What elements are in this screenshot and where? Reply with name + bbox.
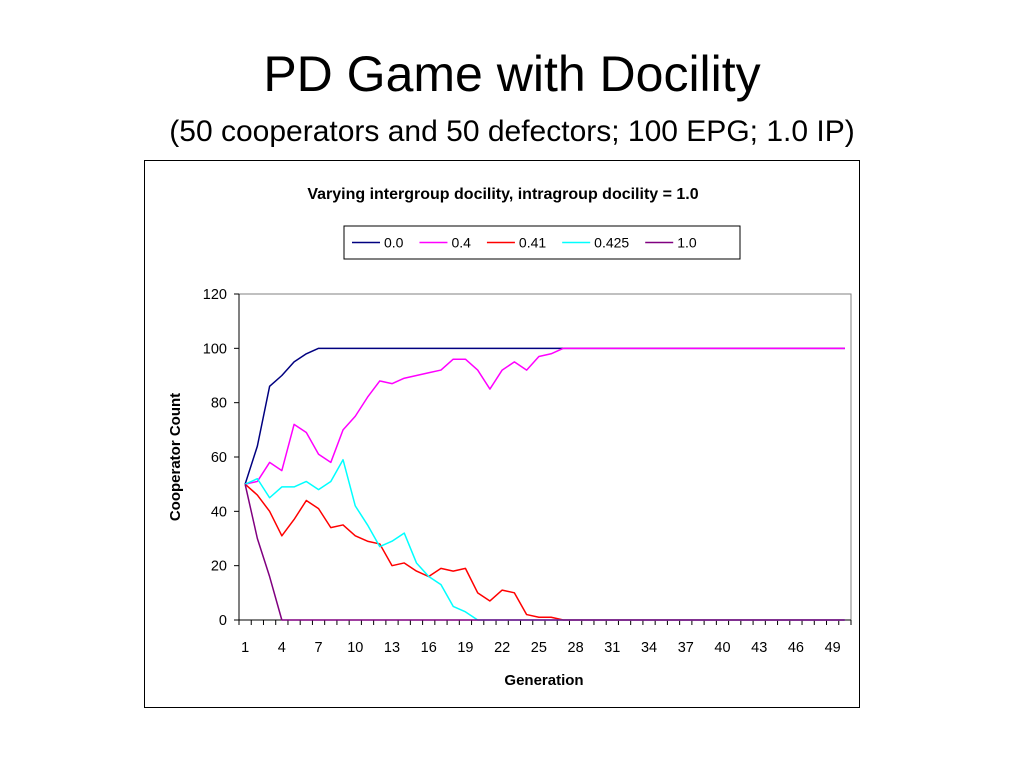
y-tick-label: 80 bbox=[211, 396, 227, 412]
x-tick-label: 13 bbox=[384, 640, 400, 656]
chart-legend: 0.0 0.4 0.41 0.425 1.0 bbox=[343, 225, 741, 260]
x-tick-label: 40 bbox=[714, 640, 730, 656]
y-tick-label: 20 bbox=[211, 559, 227, 575]
series-line-1-0 bbox=[244, 484, 845, 621]
line-chart: Varying intergroup docility, intragroup … bbox=[167, 186, 852, 689]
x-tick-label: 4 bbox=[278, 640, 286, 656]
series-layer bbox=[244, 347, 845, 621]
legend-entry: 1.0 bbox=[677, 235, 697, 251]
y-tick-label: 0 bbox=[219, 613, 227, 629]
y-tick-label: 100 bbox=[203, 341, 227, 357]
legend-entry: 0.425 bbox=[594, 235, 629, 251]
x-tick-label: 46 bbox=[788, 640, 804, 656]
legend-entry: 0.4 bbox=[451, 235, 471, 251]
chart-frame: Varying intergroup docility, intragroup … bbox=[144, 160, 860, 708]
y-tick-label: 40 bbox=[211, 504, 227, 520]
x-tick-label: 1 bbox=[241, 640, 249, 656]
y-axis-label: Cooperator Count bbox=[167, 393, 184, 521]
x-tick-label: 28 bbox=[568, 640, 584, 656]
x-tick-label: 19 bbox=[457, 640, 473, 656]
x-axis-label: Generation bbox=[504, 672, 583, 689]
x-tick-label: 25 bbox=[531, 640, 547, 656]
x-tick-label: 16 bbox=[421, 640, 437, 656]
y-tick-label: 120 bbox=[203, 287, 227, 303]
legend-entry: 0.0 bbox=[384, 235, 404, 251]
y-tick-label: 60 bbox=[211, 450, 227, 466]
x-tick-label: 49 bbox=[825, 640, 841, 656]
slide-subtitle: (50 cooperators and 50 defectors; 100 EP… bbox=[169, 115, 855, 148]
legend-entry: 0.41 bbox=[519, 235, 546, 251]
x-tick-label: 37 bbox=[678, 640, 694, 656]
slide-title: PD Game with Docility bbox=[263, 46, 761, 102]
chart-title: Varying intergroup docility, intragroup … bbox=[307, 186, 698, 203]
x-tick-label: 34 bbox=[641, 640, 657, 656]
plot-area bbox=[238, 293, 852, 621]
legend-box bbox=[343, 225, 741, 260]
x-tick-label: 43 bbox=[751, 640, 767, 656]
x-tick-label: 31 bbox=[604, 640, 620, 656]
x-tick-label: 10 bbox=[347, 640, 363, 656]
x-tick-label: 7 bbox=[315, 640, 323, 656]
x-tick-label: 22 bbox=[494, 640, 510, 656]
series-line-0-4 bbox=[244, 347, 845, 485]
